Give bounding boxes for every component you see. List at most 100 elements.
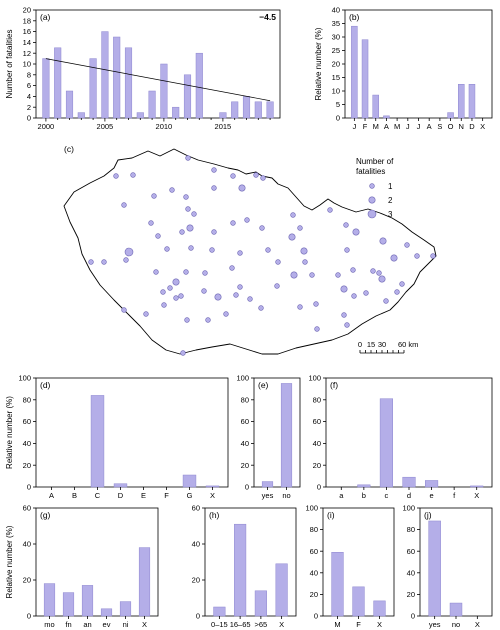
y-tick-label-a: 4 bbox=[27, 92, 31, 101]
bar-a-6 bbox=[113, 36, 121, 119]
bar-d-7 bbox=[205, 485, 220, 488]
x-tick-label-b: A bbox=[384, 122, 389, 131]
fatality-dot bbox=[169, 187, 175, 193]
fatality-dot bbox=[352, 228, 360, 236]
x-tick-label-g: fn bbox=[65, 620, 71, 629]
x-tick-label-g: ev bbox=[103, 620, 111, 629]
y-tick-label-b: 40 bbox=[332, 6, 340, 15]
fatality-dot bbox=[404, 242, 410, 248]
fatality-dot bbox=[233, 292, 239, 298]
fatality-dot bbox=[253, 172, 259, 178]
x-tick-label-i: M bbox=[334, 620, 340, 629]
y-tick-label-j: 40 bbox=[407, 568, 415, 577]
y-tick-label-a: 0 bbox=[27, 114, 31, 123]
bar-b-3 bbox=[383, 115, 390, 119]
fatality-dot bbox=[297, 304, 303, 310]
y-tick-label-h: 60 bbox=[192, 504, 200, 513]
bar-a-12 bbox=[183, 74, 192, 119]
x-tick-label-g: mo bbox=[44, 620, 54, 629]
fatality-dot bbox=[259, 225, 265, 231]
fatality-dot bbox=[344, 247, 350, 253]
bar-g-3 bbox=[100, 608, 113, 617]
y-tick-label-a: 12 bbox=[23, 49, 31, 58]
plot-frame-h bbox=[204, 507, 297, 617]
bar-f-1 bbox=[357, 484, 371, 488]
y-tick-label-h: 20 bbox=[192, 576, 200, 585]
fatality-dot bbox=[230, 220, 236, 226]
x-tick-label-d: X bbox=[210, 491, 215, 500]
map-legend-dot-1 bbox=[369, 183, 375, 189]
map-legend-dot-3 bbox=[367, 209, 377, 219]
fatality-dot bbox=[244, 217, 250, 223]
fatality-dot bbox=[378, 275, 386, 283]
x-tick-label-j: no bbox=[452, 620, 460, 629]
bar-a-17 bbox=[242, 96, 251, 119]
y-tick-label-g: 40 bbox=[23, 540, 31, 549]
bar-a-7 bbox=[124, 47, 133, 119]
bar-a-2 bbox=[65, 90, 74, 119]
y-tick-label-b: 35 bbox=[332, 19, 340, 28]
y-tick-label-a: 8 bbox=[27, 70, 31, 79]
fatality-dot bbox=[414, 253, 420, 259]
fatality-dot bbox=[160, 289, 166, 295]
y-tick-label-a: 16 bbox=[23, 27, 31, 36]
x-tick-label-e: no bbox=[282, 491, 290, 500]
bar-a-8 bbox=[136, 112, 144, 119]
country-border bbox=[63, 148, 437, 355]
fatality-dot bbox=[209, 247, 215, 253]
panel-label-a: (a) bbox=[40, 12, 51, 22]
fatality-dot bbox=[202, 270, 208, 276]
fatality-dot bbox=[88, 259, 94, 265]
chart-g: 0 20 40 60 Relative number (%) (g) mo fn an ev ni X bbox=[5, 504, 159, 629]
fatality-dot bbox=[350, 267, 356, 273]
y-tick-label-h: 40 bbox=[192, 540, 200, 549]
scale-label-15: 15 bbox=[367, 340, 375, 349]
fatality-dot bbox=[238, 184, 246, 192]
fatality-dot bbox=[430, 253, 436, 259]
panel-label-g: (g) bbox=[40, 510, 51, 520]
y-tick-label-i: 100 bbox=[305, 504, 318, 513]
fatality-dot bbox=[230, 173, 236, 179]
map-legend-label-3: 3 bbox=[388, 210, 393, 219]
fatality-dot bbox=[186, 224, 194, 232]
x-tick-label-b: J bbox=[406, 122, 410, 131]
bar-e-1 bbox=[280, 383, 293, 488]
fatality-dot bbox=[151, 193, 157, 199]
fatality-dot bbox=[188, 245, 194, 251]
trend-line bbox=[45, 58, 271, 102]
x-tick-label-g: an bbox=[83, 620, 91, 629]
fatality-dot bbox=[167, 285, 173, 291]
bar-a-11 bbox=[172, 106, 180, 119]
fatality-dot bbox=[161, 302, 167, 308]
bar-g-0 bbox=[43, 583, 56, 617]
fatality-dot bbox=[314, 326, 320, 332]
y-tick-label-b: 15 bbox=[332, 73, 340, 82]
y-axis-label-d: Relative number (%) bbox=[5, 396, 14, 469]
fatality-dot bbox=[274, 283, 280, 289]
bar-a-19 bbox=[266, 101, 274, 119]
panel-label-h: (h) bbox=[209, 510, 220, 520]
bar-g-2 bbox=[81, 585, 94, 617]
fatality-dot bbox=[265, 247, 271, 253]
x-tick-label-d: D bbox=[118, 491, 124, 500]
map-legend-label-1: 1 bbox=[388, 182, 393, 191]
y-tick-label-e: 100 bbox=[236, 374, 249, 383]
map-legend-label-2: 2 bbox=[388, 196, 393, 205]
y-tick-label-b: 25 bbox=[332, 46, 340, 55]
fatality-dot bbox=[247, 296, 253, 302]
fatality-dot bbox=[290, 212, 296, 218]
bar-f-3 bbox=[402, 476, 416, 488]
fatality-dot bbox=[113, 173, 119, 179]
y-tick-label-b: 30 bbox=[332, 33, 340, 42]
scale-label-30: 30 bbox=[378, 340, 386, 349]
fatality-dot bbox=[376, 270, 382, 276]
fatality-dot bbox=[121, 307, 127, 313]
fatality-dot bbox=[143, 311, 149, 317]
x-tick-label-f: d bbox=[407, 491, 411, 500]
fatality-dot bbox=[223, 311, 229, 317]
y-tick-label-j: 80 bbox=[407, 525, 415, 534]
y-axis-label-g: Relative number (%) bbox=[5, 525, 14, 598]
bar-a-15 bbox=[219, 112, 227, 119]
panel-label-f: (f) bbox=[330, 380, 338, 390]
